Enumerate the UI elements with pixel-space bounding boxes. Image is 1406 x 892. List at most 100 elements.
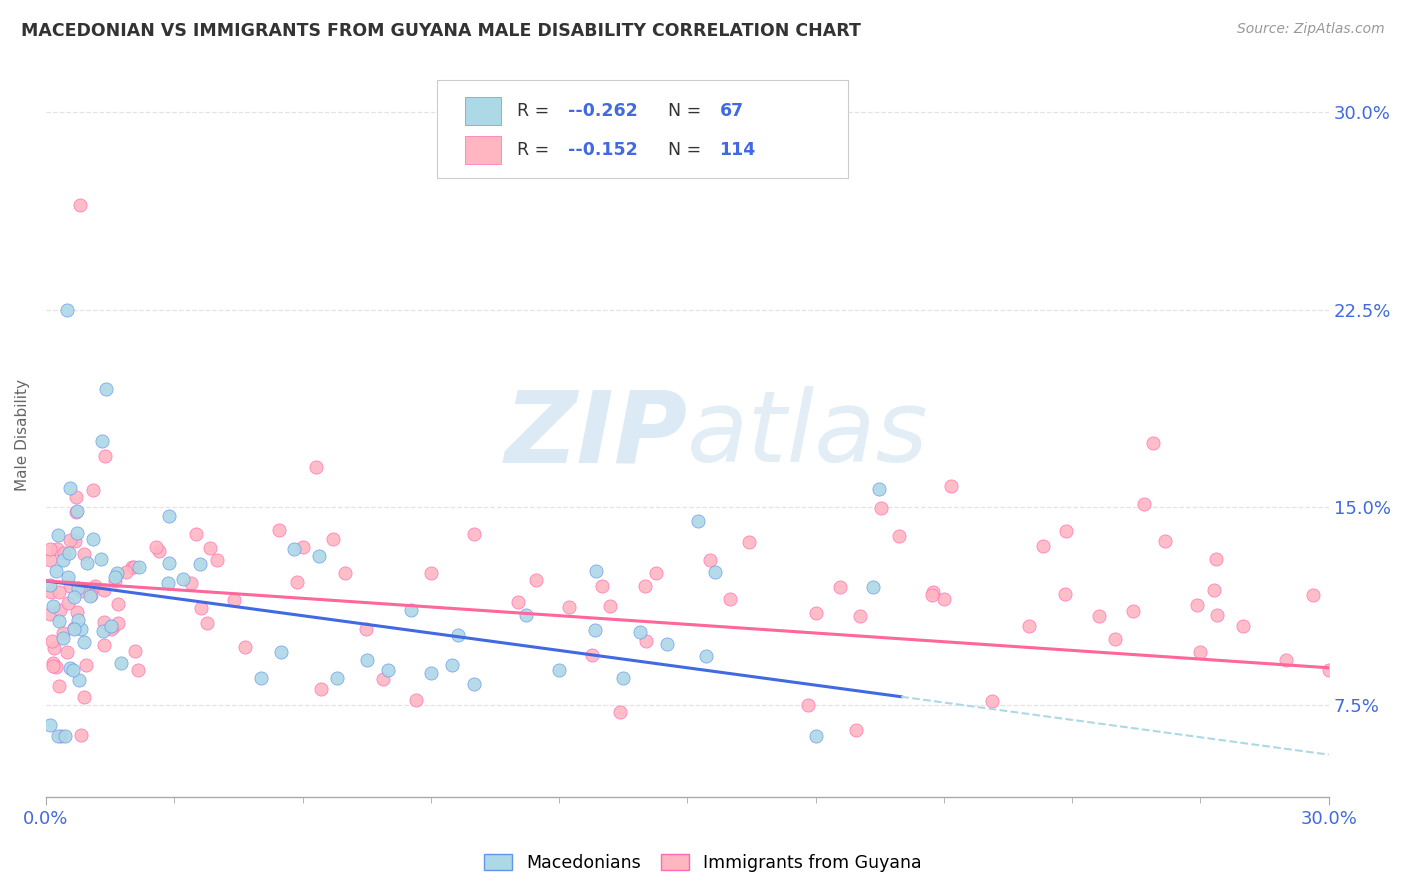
Point (73, 635, 96, 649)
Text: Source: ZipAtlas.com: Source: ZipAtlas.com (1237, 22, 1385, 37)
Point (55, 645, 77, 659)
Point (1154, 534, 1177, 549)
Point (104, 570, 127, 584)
Text: MACEDONIAN VS IMMIGRANTS FROM GUYANA MALE DISABILITY CORRELATION CHART: MACEDONIAN VS IMMIGRANTS FROM GUYANA MAL… (21, 22, 860, 40)
Text: N =: N = (668, 102, 707, 120)
Point (270, 645, 292, 659)
Point (48, 585, 70, 599)
Point (405, 693, 427, 707)
Point (441, 658, 464, 673)
Point (103, 620, 125, 634)
Point (63, 621, 86, 635)
Point (122, 560, 145, 574)
Point (1018, 618, 1040, 632)
Point (69, 622, 91, 636)
FancyBboxPatch shape (437, 80, 848, 178)
Point (46, 729, 69, 743)
Point (53, 546, 76, 560)
Point (222, 593, 245, 607)
Point (59, 481, 82, 495)
Point (849, 609, 872, 624)
Point (335, 566, 357, 580)
Point (1205, 552, 1227, 566)
Point (76, 556, 98, 570)
Point (703, 565, 725, 579)
Point (157, 556, 180, 570)
Point (62, 663, 84, 677)
Point (377, 664, 399, 678)
Point (121, 559, 143, 574)
Point (283, 542, 305, 557)
Point (66, 503, 89, 517)
Point (75, 657, 97, 672)
Text: --0.152: --0.152 (568, 141, 638, 159)
Point (797, 698, 820, 712)
Point (107, 597, 129, 611)
Point (63, 533, 86, 548)
Point (103, 574, 125, 589)
Point (373, 673, 395, 687)
Point (59, 579, 82, 593)
Point (94, 450, 117, 464)
Point (1185, 599, 1208, 613)
Point (39, 542, 62, 557)
Point (558, 599, 581, 614)
Point (309, 681, 332, 696)
Point (695, 649, 717, 664)
Point (198, 541, 221, 556)
Text: R =: R = (517, 102, 554, 120)
Point (921, 585, 943, 599)
Point (53, 729, 76, 743)
Point (46, 542, 69, 557)
Point (67, 581, 90, 595)
Point (180, 576, 202, 591)
Point (188, 558, 211, 572)
Point (184, 526, 207, 541)
Point (463, 526, 485, 541)
Point (308, 549, 330, 563)
Point (1275, 653, 1298, 667)
Legend: Macedonians, Immigrants from Guyana: Macedonians, Immigrants from Guyana (477, 847, 929, 879)
Point (591, 579, 613, 593)
Point (94, 382, 117, 396)
Point (124, 644, 146, 658)
Point (548, 664, 571, 678)
Y-axis label: Male Disability: Male Disability (15, 379, 30, 491)
Point (45, 660, 67, 674)
Point (157, 509, 180, 524)
Point (52, 626, 75, 640)
Point (287, 574, 309, 589)
Point (48, 679, 70, 693)
Point (73, 690, 96, 705)
Point (42, 599, 65, 614)
Point (39, 553, 62, 567)
Text: R =: R = (517, 141, 554, 159)
Point (82, 532, 104, 546)
Point (190, 601, 212, 615)
Point (46, 528, 69, 542)
Bar (465, 136, 502, 163)
Point (515, 607, 537, 622)
Point (980, 694, 1002, 708)
Point (93, 615, 115, 629)
Point (1232, 618, 1254, 632)
Point (868, 482, 890, 496)
Point (399, 603, 422, 617)
Point (105, 566, 128, 580)
Point (93, 638, 115, 652)
Point (655, 637, 678, 651)
Point (291, 540, 314, 554)
Point (609, 705, 631, 719)
Point (326, 671, 349, 685)
Point (1122, 604, 1144, 618)
Point (49, 729, 72, 743)
Point (508, 595, 530, 609)
Point (1133, 497, 1156, 511)
Point (41, 633, 63, 648)
Point (66, 525, 89, 540)
Point (645, 566, 668, 580)
Point (69, 728, 91, 742)
Point (932, 592, 955, 607)
Point (52, 553, 75, 567)
Point (58, 546, 80, 560)
